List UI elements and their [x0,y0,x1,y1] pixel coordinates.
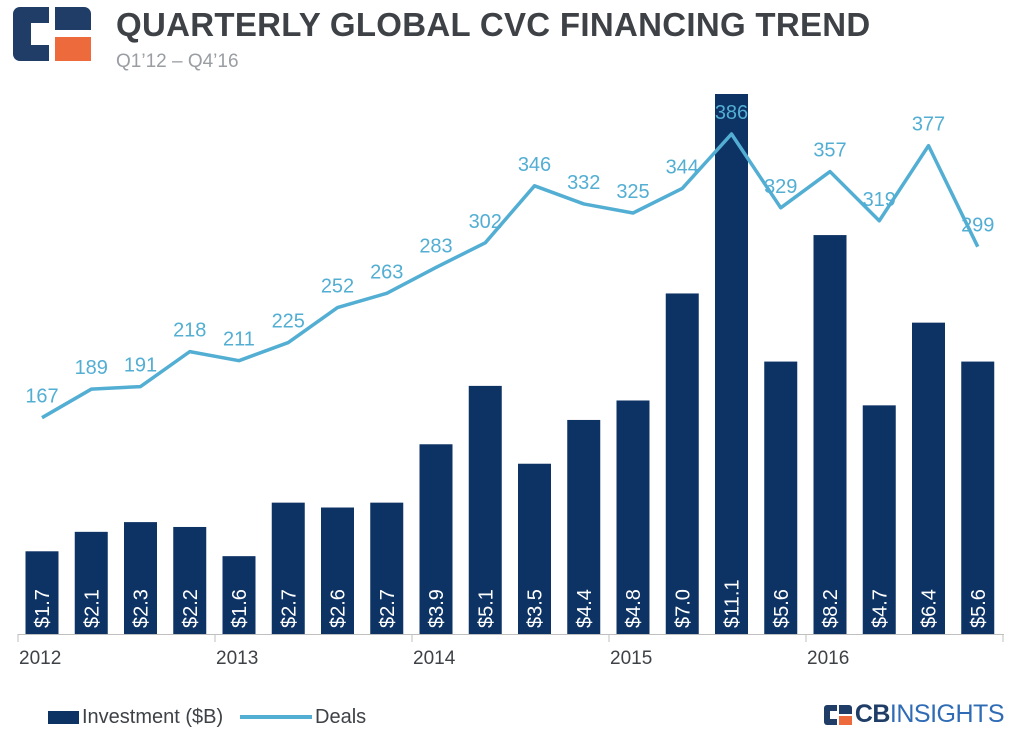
investment-bar [764,361,798,634]
deals-data-label: 357 [813,140,846,162]
investment-bar-label: $5.1 [475,589,497,628]
deals-data-label: 302 [469,211,502,233]
investment-bar [567,419,601,634]
investment-bar-label: $5.6 [771,589,793,628]
investment-bar [518,463,551,634]
x-tick-label: 2013 [216,648,258,669]
deals-data-label: 167 [25,386,58,408]
investment-bar [616,400,650,634]
investment-bar-label: $11.1 [722,579,744,628]
investment-bar [862,405,896,634]
brand-icon [823,704,852,725]
investment-bar-label: $5.6 [968,589,990,628]
investment-bar-label: $2.7 [278,589,300,628]
investment-bar [813,235,847,634]
investment-bar-label: $2.3 [131,589,153,628]
investment-bar [222,556,256,634]
investment-bar-label: $1.6 [229,589,251,628]
deals-data-label: 191 [124,355,157,377]
investment-bar-label: $6.4 [919,589,941,628]
investment-bar [468,385,502,634]
investment-bar-label: $2.2 [180,589,202,628]
deals-data-label: 299 [961,215,994,237]
investment-bar-label: $3.9 [426,589,448,628]
investment-bar [370,502,404,634]
brand-wordmark: CBINSIGHTS [823,700,1005,729]
investment-bar-label: $2.7 [377,589,399,628]
investment-bar [74,531,108,634]
deals-data-label: 377 [912,114,945,136]
brand-cb: CB [854,700,891,728]
legend-deals-label: Deals [315,705,367,728]
investment-bar-label: $4.7 [869,589,891,628]
investment-bar-label: $2.6 [328,589,350,628]
deals-data-label: 325 [616,181,649,203]
investment-bar-label: $4.4 [574,589,596,628]
legend-investment-label: Investment ($B) [82,705,224,728]
investment-bar [715,94,748,634]
chart: $1.7 $2.1 $2.3 $2.2 $1.6 $2.7 $2.6 $2.7 $3.9 $5.1… [17,94,1004,669]
investment-bar [419,444,453,634]
deals-data-label: 332 [567,172,600,194]
deals-data-label: 189 [75,357,108,379]
deals-line [41,132,980,420]
deals-data-label: 211 [223,329,255,351]
x-tick-label: 2012 [19,648,61,669]
investment-bar [961,361,995,634]
investment-bar-label: $4.8 [623,589,645,628]
deals-data-label: 263 [370,261,403,283]
investment-bar-label: $7.0 [672,589,694,628]
investment-bar [124,522,157,634]
x-tick-label: 2016 [807,648,849,669]
x-tick-label: 2014 [413,648,456,669]
deals-data-label: 329 [764,176,797,198]
investment-bar-label: $8.2 [820,589,842,628]
investment-bar [173,526,207,634]
deals-data-label: 283 [419,235,452,257]
investment-bar-label: $1.7 [32,589,54,628]
investment-bar [271,502,305,634]
legend-investment: Investment ($B) [48,705,223,729]
investment-bar [25,551,59,634]
deals-data-label: 225 [272,311,305,333]
legend-deals-swatch [240,715,312,719]
deals-data-label: 344 [666,156,699,178]
investment-bar [321,507,354,634]
legend-investment-swatch [48,710,79,724]
investment-bar-label: $3.5 [525,589,547,628]
deals-data-label: 319 [863,189,896,211]
legend-deals: Deals [240,705,366,729]
investment-bar [912,322,945,634]
deals-data-label: 218 [173,320,206,342]
deals-data-label: 386 [715,102,748,124]
chart-subtitle: Q1’12 – Q4’16 [116,51,239,72]
x-tick-label: 2015 [610,648,652,669]
investment-bar-label: $2.1 [81,589,103,628]
cb-insights-logo [13,7,91,61]
brand-insights: INSIGHTS [889,700,1005,728]
chart-title: QUARTERLY GLOBAL CVC FINANCING TREND [116,6,871,43]
deals-data-label: 252 [321,276,354,298]
investment-bar [665,293,699,634]
deals-data-label: 346 [518,154,551,176]
